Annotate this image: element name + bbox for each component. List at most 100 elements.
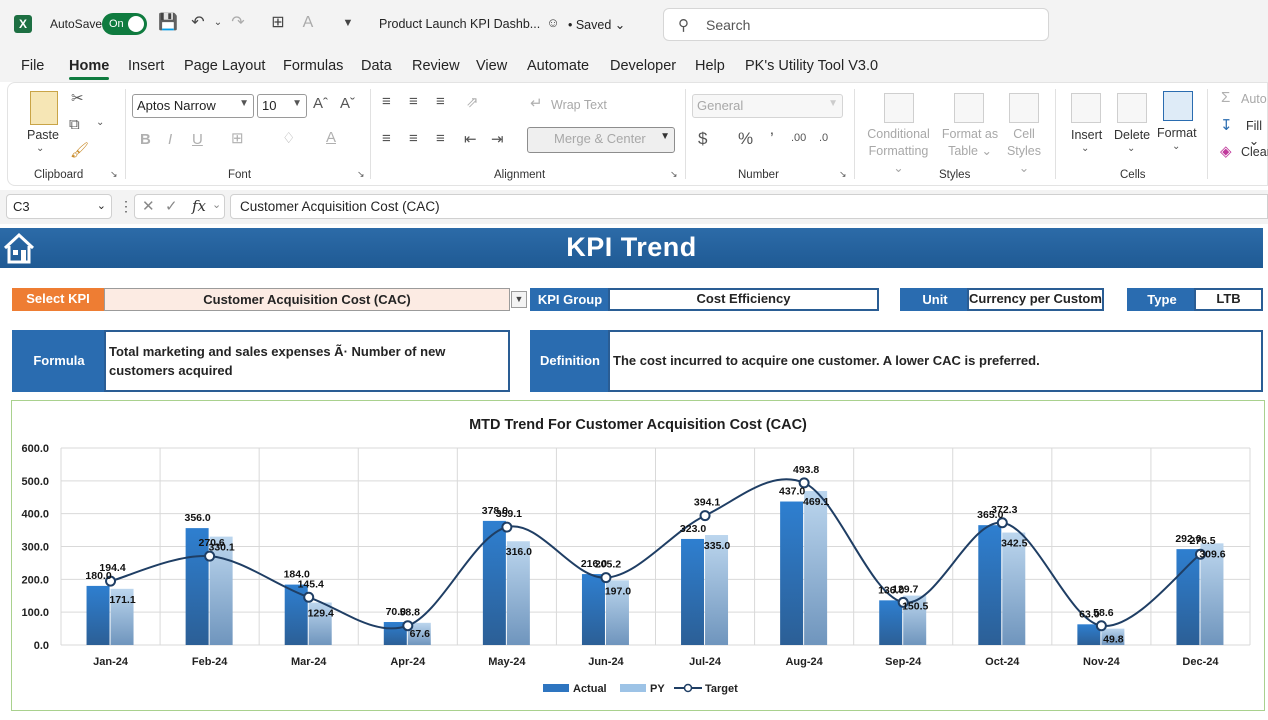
copy-icon[interactable]: ⧉ [69,116,80,133]
home-icon[interactable] [2,231,36,265]
data-label-py: 67.6 [410,628,431,640]
clear-button[interactable]: Clear [1241,145,1268,159]
name-box[interactable]: C3 ⌄ [6,194,112,219]
tab-view[interactable]: View [476,58,508,74]
bar-actual [86,585,110,645]
search-box[interactable]: ⚲ Search [663,8,1049,41]
number-launcher-icon[interactable]: ↘ [839,169,847,179]
customize-toolbar-icon[interactable]: ▼ [342,17,354,29]
tab-data[interactable]: Data [361,58,392,74]
insert-cells-button[interactable]: Insert [1071,128,1103,142]
undo-dropdown-icon[interactable]: ⌄ [213,17,223,28]
tab-automate[interactable]: Automate [527,58,590,74]
tab-page-layout[interactable]: Page Layout [184,58,266,74]
italic-icon[interactable]: I [168,131,173,148]
format-cells-button[interactable]: Format [1157,126,1197,140]
orientation-icon[interactable]: ⇗ [466,94,479,111]
bold-icon[interactable]: B [140,131,151,148]
format-painter-icon[interactable]: 🖌 [70,142,90,159]
border-icon[interactable]: ⊞ [231,130,244,147]
merge-center-button[interactable]: Merge & Center ▼ [527,127,675,153]
fill-color-icon[interactable]: ♢ [282,130,296,147]
save-icon[interactable]: 💾 [158,14,178,31]
increase-indent-icon[interactable]: ⇥ [491,131,504,148]
increase-font-icon[interactable]: Aˆ [313,95,328,112]
enter-icon[interactable]: ✓ [165,198,178,215]
format-as-table-button[interactable]: Format as Table ⌄ [941,127,999,158]
tab-insert[interactable]: Insert [128,58,165,74]
tab-formulas[interactable]: Formulas [283,58,344,74]
chevron-down-icon[interactable]: ⌄ [1081,143,1090,154]
kpi-group-value: Cost Efficiency [608,288,879,311]
tab-file[interactable]: File [21,58,45,74]
autosave-toggle[interactable]: On [102,13,147,35]
font-launcher-icon[interactable]: ↘ [357,169,365,179]
x-tick-label: Dec-24 [1182,656,1219,668]
font-size-select[interactable]: 10 ▼ [257,94,307,118]
cancel-icon[interactable]: ✕ [142,198,155,215]
format-cells-icon[interactable] [1163,91,1193,121]
insert-function-icon[interactable]: fx [192,197,207,215]
conditional-formatting-icon[interactable] [884,93,914,123]
increase-decimal-icon[interactable]: .00 [791,132,807,144]
align-left-icon[interactable]: ≡ [382,130,391,147]
chevron-down-icon[interactable]: ⌄ [1127,143,1136,154]
formula-input[interactable]: Customer Acquisition Cost (CAC) [230,194,1268,219]
conditional-formatting-button[interactable]: Conditional Formatting ⌄ [867,127,930,175]
paste-dropdown-icon[interactable]: ⌄ [36,143,45,154]
cell-styles-icon[interactable] [1009,93,1039,123]
delete-cells-icon[interactable] [1117,93,1147,123]
share-people-icon[interactable]: ☺ [546,15,560,30]
autosum-button[interactable]: Auto [1241,92,1267,106]
align-center-icon[interactable]: ≡ [409,130,418,147]
delete-cells-button[interactable]: Delete [1114,128,1151,142]
clipboard-launcher-icon[interactable]: ↘ [110,169,118,179]
more-options-icon[interactable]: ⋮ [119,198,133,214]
decrease-indent-icon[interactable]: ⇤ [464,131,477,148]
select-kpi-cell[interactable]: Customer Acquisition Cost (CAC) [104,288,510,311]
chevron-down-icon[interactable]: ⌄ [1172,141,1181,152]
tab-pk-utility[interactable]: PK's Utility Tool V3.0 [745,58,879,74]
paste-icon[interactable] [30,91,58,125]
mtd-trend-chart[interactable]: MTD Trend For Customer Acquisition Cost … [11,400,1265,711]
saved-status[interactable]: • Saved ⌄ [568,18,626,32]
tab-review[interactable]: Review [412,58,460,74]
fill-button[interactable]: Fill ⌄ [1246,119,1262,148]
copy-dropdown-icon[interactable]: ⌄ [96,117,105,128]
percent-icon[interactable]: % [738,129,754,148]
font-color-icon[interactable]: A [302,14,314,31]
undo-icon[interactable]: ↶ [191,14,205,31]
borders-icon[interactable]: ⊞ [271,14,285,31]
insert-cells-icon[interactable] [1071,93,1101,123]
autosum-icon[interactable]: Σ [1221,89,1231,106]
fill-icon[interactable]: ↧ [1220,117,1233,134]
tab-home[interactable]: Home [69,58,110,80]
tab-help[interactable]: Help [695,58,725,74]
number-format-select[interactable]: General ▼ [692,94,843,118]
font-color-icon[interactable]: A [326,129,337,146]
decrease-decimal-icon[interactable]: .0 [819,132,829,144]
align-bottom-icon[interactable]: ≡ [436,93,445,110]
comma-style-icon[interactable]: ’ [770,129,774,148]
alignment-launcher-icon[interactable]: ↘ [670,169,678,179]
bar-py [903,595,927,645]
align-top-icon[interactable]: ≡ [382,93,391,110]
font-name-select[interactable]: Aptos Narrow ▼ [132,94,254,118]
wrap-text-icon[interactable]: ↵ [530,95,543,112]
decrease-font-icon[interactable]: Aˇ [340,95,355,112]
kpi-dropdown-button[interactable]: ▼ [511,291,527,308]
redo-icon[interactable]: ↷ [231,14,245,31]
paste-button[interactable]: Paste [27,128,59,142]
wrap-text-button[interactable]: Wrap Text [551,98,607,112]
underline-icon[interactable]: U [192,131,203,148]
cell-styles-button[interactable]: Cell Styles ⌄ [1006,127,1042,175]
cut-icon[interactable]: ✂ [71,90,84,107]
align-middle-icon[interactable]: ≡ [409,93,418,110]
tab-developer[interactable]: Developer [610,58,677,74]
ribbon-separator [685,89,686,179]
currency-icon[interactable]: $ [698,129,708,148]
chevron-down-icon[interactable]: ⌄ [212,199,222,211]
align-right-icon[interactable]: ≡ [436,130,445,147]
format-as-table-icon[interactable] [954,93,984,123]
clear-icon[interactable]: ◈ [1220,143,1232,160]
